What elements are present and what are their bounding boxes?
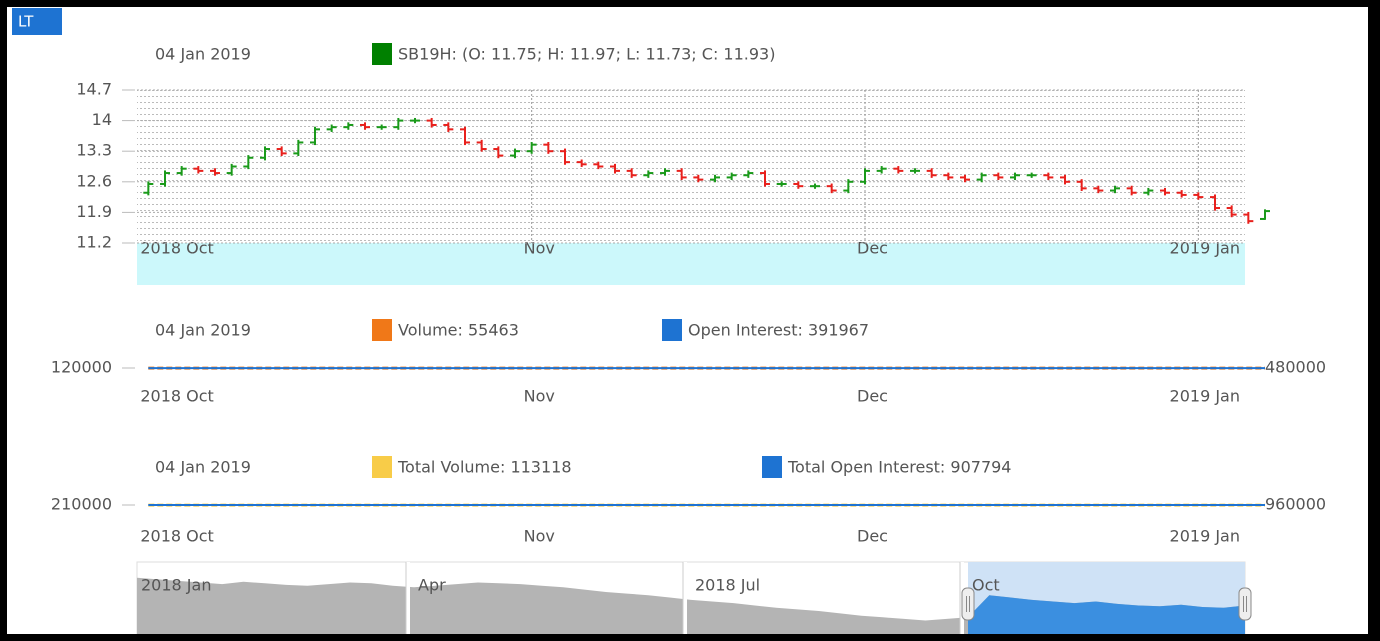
y-tick-label: 210000 (51, 495, 112, 514)
x-tick-label: 2019 Jan (1170, 527, 1240, 546)
x-tick-label: 2018 Oct (140, 239, 213, 258)
date-label: 04 Jan 2019 (155, 321, 251, 340)
plot-grid-background (137, 90, 1245, 243)
x-tick-label: Nov (524, 239, 555, 258)
legend-label: Volume: 55463 (398, 321, 519, 340)
legend-label: Open Interest: 391967 (688, 321, 869, 340)
legend-swatch (372, 43, 392, 65)
navigator-area-selected (968, 595, 1245, 634)
badge-label: LT (18, 13, 34, 31)
navigator-label: Oct (972, 576, 1000, 595)
x-tick-label: 2019 Jan (1170, 387, 1240, 406)
x-tick-label: Nov (524, 387, 555, 406)
x-tick-label: 2018 Oct (140, 527, 213, 546)
legend-swatch (762, 456, 782, 478)
y-tick-label: 14 (92, 110, 112, 129)
date-label: 04 Jan 2019 (155, 45, 251, 64)
legend-swatch (662, 319, 682, 341)
x-tick-label: 2019 Jan (1170, 239, 1240, 258)
navigator-label: Apr (418, 576, 446, 595)
badge (12, 8, 62, 35)
x-tick-label: 2018 Oct (140, 387, 213, 406)
navigator-handle[interactable] (961, 587, 975, 621)
x-tick-label: Nov (524, 527, 555, 546)
y-tick-label: 11.2 (76, 233, 112, 252)
date-label: 04 Jan 2019 (155, 458, 251, 477)
y-tick-label: 12.6 (76, 171, 112, 190)
x-tick-label: Dec (857, 527, 888, 546)
legend-swatch (372, 319, 392, 341)
legend-swatch (372, 456, 392, 478)
y2-tick-label: 480000 (1265, 358, 1326, 377)
y-tick-label: 13.3 (76, 141, 112, 160)
y-tick-label: 120000 (51, 358, 112, 377)
x-tick-label: Dec (857, 239, 888, 258)
y2-tick-label: 960000 (1265, 495, 1326, 514)
y-tick-label: 14.7 (76, 80, 112, 99)
navigator-handle[interactable] (1238, 587, 1252, 621)
navigator-label: 2018 Jan (141, 576, 211, 595)
legend-label: SB19H: (O: 11.75; H: 11.97; L: 11.73; C:… (398, 45, 775, 64)
legend-label: Total Open Interest: 907794 (787, 458, 1011, 477)
x-tick-label: Dec (857, 387, 888, 406)
y-tick-label: 11.9 (76, 202, 112, 221)
legend-label: Total Volume: 113118 (397, 458, 572, 477)
range-band (137, 243, 1245, 285)
navigator-label: 2018 Jul (695, 576, 760, 595)
